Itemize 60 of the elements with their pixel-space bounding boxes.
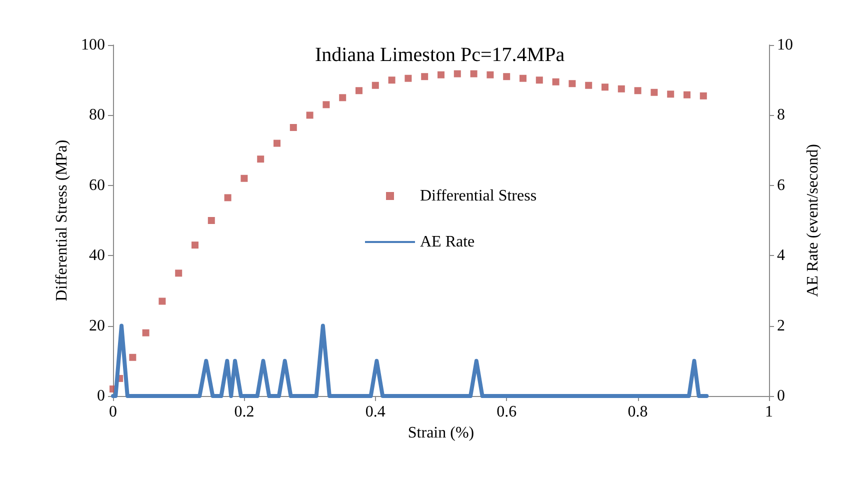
chart-title: Indiana Limeston Pc=17.4MPa <box>315 44 565 66</box>
y-tick-label: 40 <box>89 247 105 264</box>
point <box>700 92 707 100</box>
point <box>618 85 625 92</box>
y-axis-title: Differential Stress (MPa) <box>54 140 71 302</box>
point <box>306 112 314 119</box>
point <box>372 82 379 89</box>
point <box>486 71 494 78</box>
x-tick-label: 0.2 <box>234 404 254 420</box>
point <box>552 78 560 86</box>
point <box>257 156 264 163</box>
y2-axis-title: AE Rate (event/second) <box>804 144 822 297</box>
y2-tick-label: 10 <box>777 36 793 54</box>
point <box>602 84 608 91</box>
y2-tick-label: 0 <box>777 388 785 404</box>
point <box>454 70 461 78</box>
y-tick-label: 80 <box>89 106 105 124</box>
point <box>536 76 543 84</box>
point <box>356 87 362 94</box>
point <box>208 217 215 224</box>
x-tick-label: 0.6 <box>496 404 517 420</box>
point <box>388 76 396 84</box>
point <box>274 140 280 147</box>
point <box>322 101 330 108</box>
point <box>667 90 674 98</box>
point <box>290 124 297 131</box>
y2-tick-label: 8 <box>777 106 785 124</box>
point <box>568 80 576 88</box>
point <box>240 174 248 182</box>
point <box>129 354 136 361</box>
y-tick-label: 60 <box>89 176 105 194</box>
y2-tick-label: 2 <box>777 317 785 334</box>
y-tick-label: 100 <box>81 36 105 54</box>
point <box>650 88 658 96</box>
point <box>438 71 444 78</box>
y2-tick-label: 6 <box>777 176 785 194</box>
x-axis-title: Strain (%) <box>408 424 474 442</box>
x-tick-label: 0 <box>109 404 117 420</box>
point <box>192 242 198 249</box>
x-tick-label: 1 <box>765 404 773 420</box>
point <box>520 74 526 82</box>
point <box>421 73 428 80</box>
point <box>142 329 150 336</box>
point <box>175 270 182 277</box>
x-tick-label: 0.4 <box>365 404 386 420</box>
point <box>684 91 690 98</box>
legend-label: AE Rate <box>420 234 475 250</box>
y-tick-label: 20 <box>89 317 105 334</box>
point <box>404 74 412 82</box>
point <box>585 82 592 89</box>
point <box>470 70 478 78</box>
point <box>339 94 346 102</box>
y-tick-label: 0 <box>97 388 105 404</box>
point <box>634 87 642 94</box>
point <box>158 298 166 305</box>
point <box>224 194 232 202</box>
y2-tick-label: 4 <box>777 247 785 264</box>
point <box>503 73 510 80</box>
x-tick-label: 0.8 <box>628 404 648 420</box>
legend-label: Differential Stress <box>420 188 537 204</box>
